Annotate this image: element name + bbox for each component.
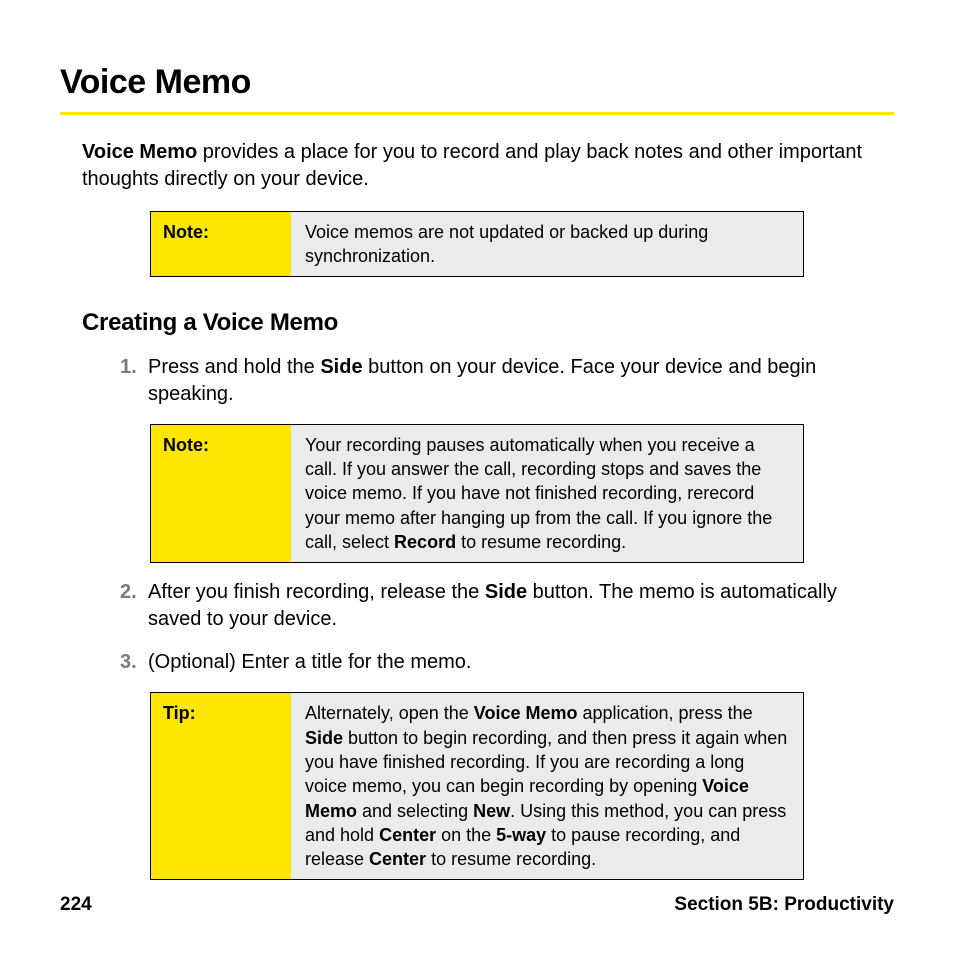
- list-item: 2. After you finish recording, release t…: [120, 579, 884, 633]
- note-body: Your recording pauses automatically when…: [291, 425, 803, 562]
- text-span: to resume recording.: [456, 532, 626, 552]
- step-number: 1.: [120, 354, 148, 408]
- note-body: Voice memos are not updated or backed up…: [291, 212, 803, 277]
- intro-paragraph: Voice Memo provides a place for you to r…: [82, 139, 884, 193]
- tip-label: Tip:: [151, 693, 291, 879]
- text-span: and selecting: [357, 801, 473, 821]
- tip-callout: Tip: Alternately, open the Voice Memo ap…: [150, 692, 804, 880]
- page-title: Voice Memo: [60, 60, 894, 106]
- step-number: 3.: [120, 649, 148, 676]
- text-span: on the: [436, 825, 496, 845]
- note-label: Note:: [151, 425, 291, 562]
- step-number: 2.: [120, 579, 148, 633]
- title-rule: [60, 112, 894, 115]
- bold-span: Center: [379, 825, 436, 845]
- intro-rest: provides a place for you to record and p…: [82, 141, 862, 190]
- section-heading: Creating a Voice Memo: [82, 307, 894, 339]
- bold-span: Center: [369, 849, 426, 869]
- steps-list-cont: 2. After you finish recording, release t…: [120, 579, 884, 676]
- steps-list: 1. Press and hold the Side button on you…: [120, 354, 884, 408]
- text-span: Alternately, open the: [305, 703, 474, 723]
- bold-span: Record: [394, 532, 456, 552]
- text-span: application, press the: [577, 703, 752, 723]
- note-callout-2: Note: Your recording pauses automaticall…: [150, 424, 804, 563]
- bold-span: Side: [305, 728, 343, 748]
- bold-span: Side: [485, 581, 527, 603]
- list-item: 1. Press and hold the Side button on you…: [120, 354, 884, 408]
- bold-span: 5-way: [496, 825, 546, 845]
- note-callout-1: Note: Voice memos are not updated or bac…: [150, 211, 804, 278]
- list-item: 3. (Optional) Enter a title for the memo…: [120, 649, 884, 676]
- text-span: to resume recording.: [426, 849, 596, 869]
- section-label: Section 5B: Productivity: [674, 892, 894, 918]
- bold-span: Side: [320, 356, 362, 378]
- note-label: Note:: [151, 212, 291, 277]
- page-number: 224: [60, 892, 92, 918]
- text-span: After you finish recording, release the: [148, 581, 485, 603]
- step-text: (Optional) Enter a title for the memo.: [148, 649, 884, 676]
- page-footer: 224 Section 5B: Productivity: [60, 892, 894, 918]
- step-text: After you finish recording, release the …: [148, 579, 884, 633]
- text-span: Press and hold the: [148, 356, 320, 378]
- intro-bold: Voice Memo: [82, 141, 197, 163]
- tip-body: Alternately, open the Voice Memo applica…: [291, 693, 803, 879]
- bold-span: Voice Memo: [474, 703, 578, 723]
- step-text: Press and hold the Side button on your d…: [148, 354, 884, 408]
- bold-span: New: [473, 801, 510, 821]
